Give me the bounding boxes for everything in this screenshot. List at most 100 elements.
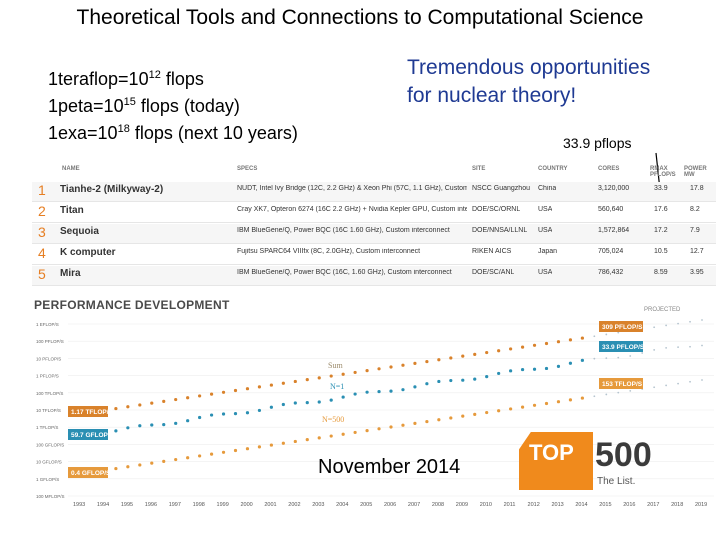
col-header-site: SITE <box>472 166 486 172</box>
end-badge-n1-bg <box>599 341 643 352</box>
n500-point <box>401 423 405 427</box>
table-row[interactable]: 2 Titan Cray XK7, Opteron 6274 (16C 2.2 … <box>32 203 716 223</box>
n1-point <box>174 421 178 425</box>
sum-point <box>317 376 321 380</box>
cores-cell: 786,432 <box>598 269 624 276</box>
n500-point <box>605 393 608 396</box>
n500-point <box>580 396 584 400</box>
n500-point <box>269 443 273 447</box>
power-cell: 12.7 <box>690 248 704 255</box>
cores-cell: 1,572,864 <box>598 227 630 234</box>
n500-point <box>209 452 214 456</box>
n1-point <box>544 366 549 371</box>
x-tick-label: 2013 <box>551 502 563 508</box>
n500-point <box>389 425 393 429</box>
exaflop-line: 1exa=1018 flops (next 10 years) <box>48 123 298 143</box>
x-tick-label: 1999 <box>217 502 229 508</box>
sum-point <box>138 403 142 407</box>
logo-subtitle: The List. <box>597 476 636 487</box>
n1-point <box>269 405 273 409</box>
x-tick-label: 2003 <box>312 502 324 508</box>
x-tick-label: 2000 <box>240 502 252 508</box>
n500-point <box>150 461 154 465</box>
table-row[interactable]: 1 Tianhe-2 (Milkyway-2) NUDT, Intel Ivy … <box>32 182 716 202</box>
n1-point <box>257 408 262 413</box>
specs-cell: NUDT, Intel Ivy Bridge (12C, 2.2 GHz) & … <box>237 185 467 192</box>
start-badge-n1: 59.7 GFLOP/S <box>71 432 115 439</box>
start-badge-n1-bg <box>68 429 108 440</box>
n1-point <box>437 379 441 384</box>
x-tick-label: 2019 <box>695 502 707 508</box>
y-tick-label: 10 GFLOP/S <box>36 460 62 465</box>
sum-point <box>413 361 417 365</box>
y-tick-label: 1 EFLOP/S <box>36 322 59 327</box>
n1-point <box>198 415 202 420</box>
sum-point <box>653 326 656 329</box>
logo-orange-box <box>519 432 593 490</box>
country-cell: Japan <box>538 248 558 255</box>
n1-point <box>689 345 691 348</box>
n500-point <box>617 391 620 394</box>
col-header-country: COUNTRY <box>538 166 568 172</box>
n500-point <box>568 398 573 402</box>
table-row[interactable]: 4 K computer Fujitsu SPARC64 VIIIfx (8C,… <box>32 245 716 265</box>
n500-point <box>544 401 549 406</box>
n500-point <box>593 395 596 398</box>
y-tick-label: 1 PFLOP/S <box>36 374 59 379</box>
table-row[interactable]: 3 Sequoia IBM BlueGene/Q, Power BQC (16C… <box>32 224 716 244</box>
sum-point <box>665 324 668 327</box>
n1-point <box>401 388 405 392</box>
col-header-rmax: RMAX PFLOP/S <box>650 166 676 178</box>
teraflop-line: 1teraflop=1012 flops <box>48 69 204 89</box>
projected-label: PROJECTED <box>644 307 681 313</box>
n500-point <box>449 416 453 420</box>
table-row[interactable]: 5 Mira IBM BlueGene/Q, Power BQC (16C, 1… <box>32 266 716 286</box>
n500-point <box>198 454 202 458</box>
system-name-cell: K computer <box>60 247 116 258</box>
n1-point <box>221 412 226 416</box>
sum-point <box>532 343 537 347</box>
sum-point <box>485 350 489 355</box>
specs-cell: Fujitsu SPARC64 VIIIfx (8C, 2.0GHz), Cus… <box>237 248 421 255</box>
x-tick-label: 2007 <box>408 502 420 508</box>
n1-point <box>605 357 608 360</box>
specs-cell: IBM BlueGene/Q, Power BQC (16C 1.60 GHz)… <box>237 227 450 234</box>
end-badge-sum: 309 PFLOP/S <box>602 324 643 331</box>
site-cell: DOE/SC/ANL <box>472 269 515 276</box>
system-name-cell: Tianhe-2 (Milkyway-2) <box>60 184 164 195</box>
sum-point <box>305 378 309 382</box>
y-tick-label: 100 TFLOP/S <box>36 391 63 396</box>
n500-point <box>461 414 465 418</box>
end-badge-n500: 153 TFLOP/S <box>602 381 643 388</box>
top500-table: NAME SPECS SITE COUNTRY CORES RMAX PFLOP… <box>32 166 716 288</box>
system-name-cell: Sequoia <box>60 226 99 237</box>
n1-point <box>245 411 250 415</box>
start-badge-sum: 1.17 TFLOP/S <box>71 409 114 416</box>
rmax-cell: 33.9 <box>654 185 668 192</box>
sum-point <box>341 372 345 376</box>
x-tick-label: 2008 <box>432 502 444 508</box>
logo-500-text: 500 <box>595 436 652 474</box>
y-tick-label: 10 TFLOP/S <box>36 408 61 413</box>
n500-point <box>377 427 381 431</box>
sum-point <box>497 349 501 353</box>
sum-point <box>701 319 703 321</box>
site-cell: RIKEN AICS <box>472 248 512 255</box>
n500-point <box>353 430 357 435</box>
n1-point <box>341 395 345 399</box>
n500-point <box>138 463 142 467</box>
country-cell: USA <box>538 269 553 276</box>
performance-development-panel: PERFORMANCE DEVELOPMENT PROJECTED 1 EFLO… <box>32 294 716 512</box>
n1-point <box>305 401 309 405</box>
n500-point <box>520 405 525 409</box>
x-tick-label: 1994 <box>97 502 109 508</box>
n500-point <box>317 436 321 440</box>
n500-point <box>532 403 537 407</box>
site-cell: NSCC Guangzhou <box>472 185 530 192</box>
n1-point <box>293 401 297 405</box>
n1-point <box>593 357 596 360</box>
sum-point <box>377 367 381 371</box>
n1-point <box>425 382 429 386</box>
n1-point <box>186 419 190 423</box>
start-badge-n500-bg <box>68 467 108 478</box>
